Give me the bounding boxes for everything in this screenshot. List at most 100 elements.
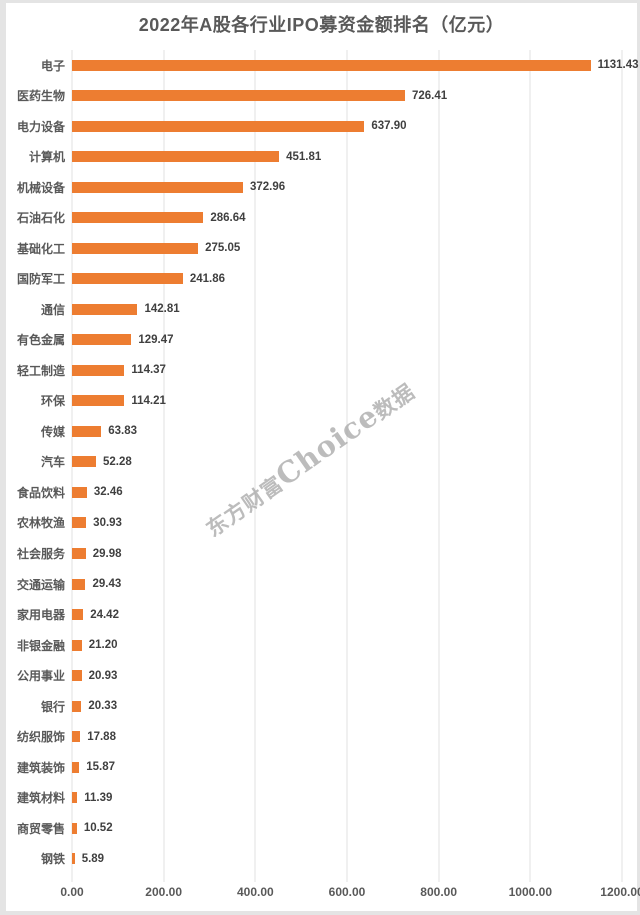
x-tick-label: 1200.00	[600, 885, 640, 899]
bar	[72, 486, 87, 498]
bar-track: 114.37	[72, 364, 622, 376]
category-label: 农林牧渔	[16, 516, 65, 531]
bar-row-农林牧渔: 农林牧渔 30.93	[6, 508, 637, 539]
bar	[72, 181, 243, 193]
bar-track: 20.33	[72, 700, 622, 712]
value-label: 726.41	[411, 89, 448, 102]
bar-track: 24.42	[72, 609, 622, 621]
value-label: 372.96	[249, 181, 286, 194]
chart-title: 2022年A股各行业IPO募资金额排名（亿元）	[138, 15, 505, 35]
bar-row-有色金属: 有色金属 129.47	[6, 325, 637, 356]
value-label: 114.21	[131, 394, 166, 407]
category-label: 社会服务	[16, 547, 65, 561]
bar	[72, 578, 86, 590]
category-label: 有色金属	[16, 333, 65, 348]
value-label: 32.46	[93, 486, 123, 499]
bar-track: 63.83	[72, 425, 622, 437]
category-label: 交通运输	[16, 577, 65, 592]
category-label: 环保	[40, 394, 65, 409]
bar-track: 21.20	[72, 639, 622, 651]
value-label: 10.52	[83, 822, 113, 835]
category-label: 建筑装饰	[16, 760, 65, 775]
bar	[72, 792, 78, 804]
value-label: 5.89	[81, 852, 105, 865]
category-label: 国防军工	[16, 272, 65, 287]
bar-track: 114.21	[72, 395, 622, 407]
bar-track: 142.81	[72, 303, 622, 315]
category-label: 银行	[40, 699, 65, 714]
bar-track: 372.96	[72, 181, 622, 193]
bar	[72, 364, 125, 376]
bar	[72, 822, 77, 834]
bar-row-建筑装饰: 建筑装饰 15.87	[6, 752, 637, 783]
category-label: 汽车	[40, 455, 65, 470]
x-tick-label: 1000.00	[508, 885, 553, 899]
bar	[72, 120, 365, 132]
bar-track: 52.28	[72, 456, 622, 468]
value-label: 129.47	[138, 333, 174, 346]
bar-row-通信: 通信 142.81	[6, 294, 637, 325]
bar-row-商贸零售: 商贸零售 10.52	[6, 813, 637, 844]
category-label: 公用事业	[16, 669, 65, 684]
value-label: 114.37	[131, 364, 166, 377]
bar	[72, 212, 204, 224]
category-label: 通信	[40, 302, 65, 317]
gridline-600.00	[346, 50, 348, 882]
value-label: 29.98	[92, 547, 122, 560]
bar	[72, 609, 84, 621]
gridline-800.00	[438, 50, 440, 882]
bar	[72, 273, 183, 285]
value-label: 241.86	[189, 272, 226, 285]
category-label: 纺织服饰	[16, 730, 65, 745]
value-label: 11.39	[84, 791, 113, 804]
bar-track: 241.86	[72, 273, 622, 285]
category-label: 食品饮料	[16, 485, 65, 500]
bar-track: 637.90	[72, 120, 622, 132]
bar-row-传媒: 传媒 63.83	[6, 416, 637, 447]
value-label: 1131.43	[597, 59, 639, 72]
bar-track: 11.39	[72, 792, 622, 804]
bar-row-社会服务: 社会服务 29.98	[6, 538, 637, 569]
plot-area: 电子 1131.43 医药生物 726.41 电力设备 637.90 计算机 451.81 机械…	[6, 50, 639, 882]
bar-track: 275.05	[72, 242, 622, 254]
bar-track: 10.52	[72, 822, 622, 834]
gridline-200.00	[163, 50, 165, 882]
bar-row-电子: 电子 1131.43	[6, 50, 639, 81]
bar	[72, 761, 80, 773]
bar	[72, 700, 82, 712]
bar	[72, 242, 199, 254]
bar	[72, 731, 81, 743]
bar-row-轻工制造: 轻工制造 114.37	[6, 355, 637, 386]
bar	[72, 853, 75, 865]
value-label: 52.28	[102, 455, 132, 468]
category-label: 轻工制造	[16, 363, 65, 378]
bar	[72, 90, 405, 102]
bar-track: 29.43	[72, 578, 622, 590]
bar-track: 32.46	[72, 486, 622, 498]
bar-row-石油石化: 石油石化 286.64	[6, 203, 637, 234]
bar-track: 30.93	[72, 517, 622, 529]
x-axis: 0.00 200.00 400.00 600.00 800.00 1000.00 1200.…	[60, 885, 640, 905]
bar-row-汽车: 汽车 52.28	[6, 447, 637, 478]
bar-rows: 电子 1131.43 医药生物 726.41 电力设备 637.90 计算机 451.81 机械…	[6, 50, 639, 874]
value-label: 17.88	[87, 730, 116, 743]
bar-row-非银金融: 非银金融 21.20	[6, 630, 637, 661]
bar-row-公用事业: 公用事业 20.93	[6, 660, 637, 691]
bar-row-建筑材料: 建筑材料 11.39	[6, 782, 637, 813]
category-label: 传媒	[40, 424, 65, 439]
bar	[72, 395, 125, 407]
bar-track: 20.93	[72, 670, 622, 682]
value-label: 451.81	[286, 150, 322, 163]
bar-track: 5.89	[72, 853, 622, 865]
gridline-400.00	[254, 50, 256, 882]
bar-row-计算机: 计算机 451.81	[6, 142, 637, 173]
bar	[72, 334, 132, 346]
category-label: 机械设备	[16, 180, 65, 195]
bar-track: 451.81	[72, 151, 622, 163]
bar-row-食品饮料: 食品饮料 32.46	[6, 477, 637, 508]
x-tick-label: 800.00	[420, 885, 458, 899]
category-label: 建筑材料	[16, 791, 65, 806]
category-label: 电子	[40, 58, 65, 73]
x-tick-label: 0.00	[60, 885, 84, 899]
category-label: 电力设备	[16, 119, 65, 134]
